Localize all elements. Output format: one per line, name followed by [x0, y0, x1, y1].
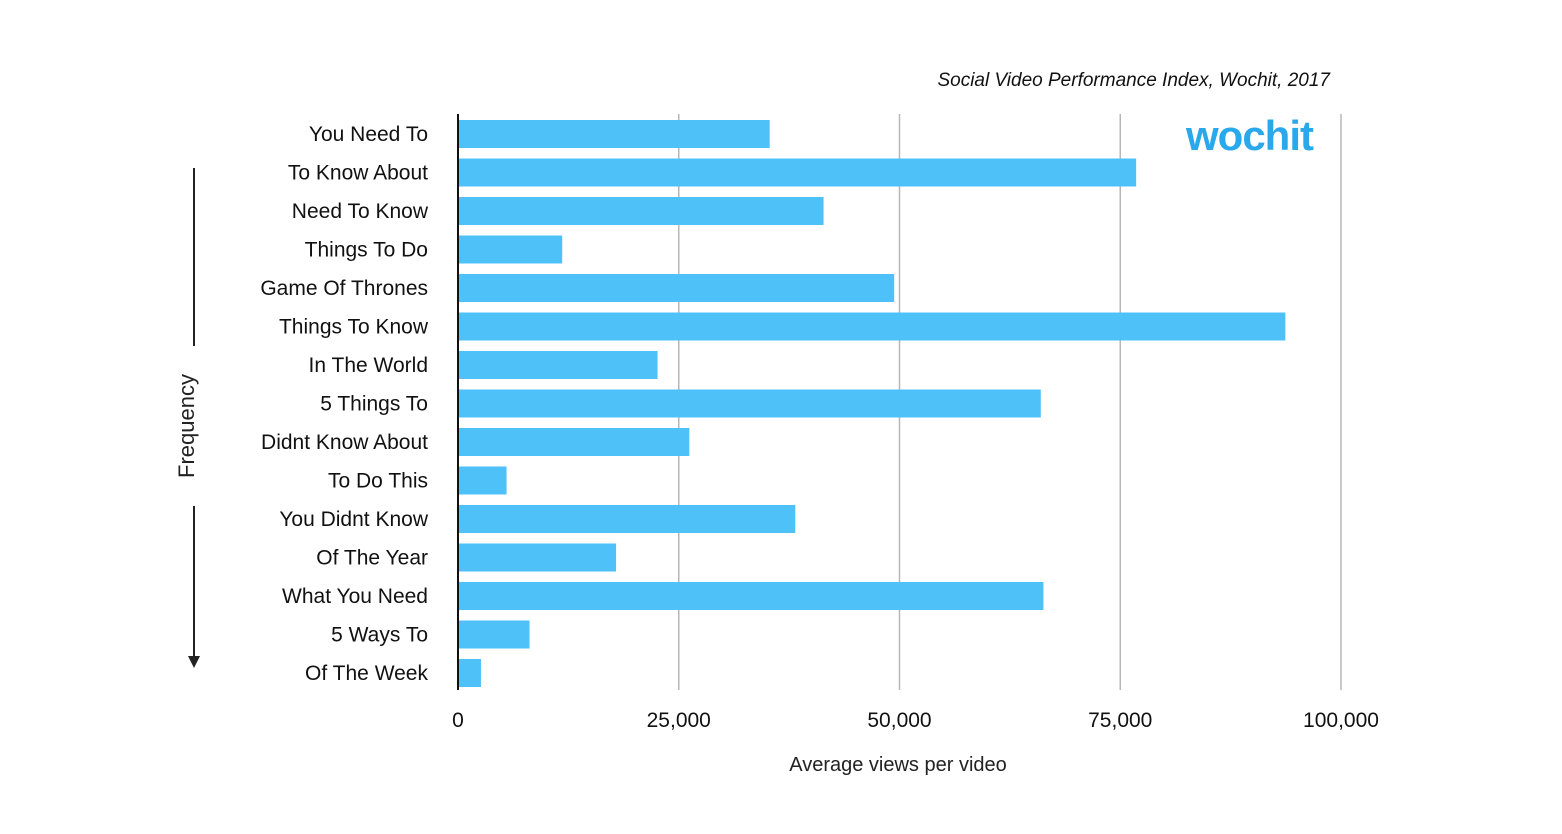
- x-tick-label: 100,000: [1303, 709, 1379, 732]
- category-label: Didnt Know About: [261, 431, 428, 454]
- category-label: Of The Year: [316, 547, 428, 570]
- bar: [458, 158, 1137, 187]
- bar: [458, 120, 770, 148]
- bar: [458, 466, 507, 495]
- category-label: Need To Know: [292, 200, 429, 223]
- bar: [458, 582, 1044, 610]
- wochit-logo: wochit: [1186, 112, 1314, 159]
- bar: [458, 197, 824, 225]
- bar: [458, 351, 658, 379]
- category-label: To Do This: [328, 470, 428, 493]
- category-label: In The World: [309, 354, 428, 377]
- category-label: To Know About: [288, 162, 428, 185]
- y-axis-label: Frequency: [174, 374, 199, 478]
- source-note: Social Video Performance Index, Wochit, …: [937, 70, 1330, 91]
- x-tick-label: 75,000: [1088, 709, 1152, 732]
- category-label: What You Need: [282, 585, 428, 608]
- category-label: You Need To: [309, 123, 428, 146]
- category-label: 5 Ways To: [331, 624, 428, 647]
- category-label: You Didnt Know: [279, 508, 428, 531]
- x-tick-label: 25,000: [647, 709, 711, 732]
- bar: [458, 312, 1286, 341]
- bar: [458, 659, 481, 687]
- bar: [458, 235, 563, 264]
- arrow-head-icon: [188, 656, 200, 668]
- bar: [458, 428, 690, 456]
- x-tick-label: 50,000: [867, 709, 931, 732]
- bar: [458, 274, 895, 302]
- bar: [458, 543, 617, 572]
- x-tick-label: 0: [452, 709, 464, 732]
- bar: [458, 505, 796, 533]
- x-axis-label: Average views per video: [789, 754, 1007, 776]
- bar: [458, 389, 1041, 418]
- bar: [458, 620, 530, 649]
- category-label: Things To Know: [279, 316, 429, 339]
- category-label: Of The Week: [305, 662, 428, 685]
- category-label: 5 Things To: [320, 393, 428, 416]
- category-label: Things To Do: [305, 239, 428, 262]
- category-label: Game Of Thrones: [260, 277, 428, 300]
